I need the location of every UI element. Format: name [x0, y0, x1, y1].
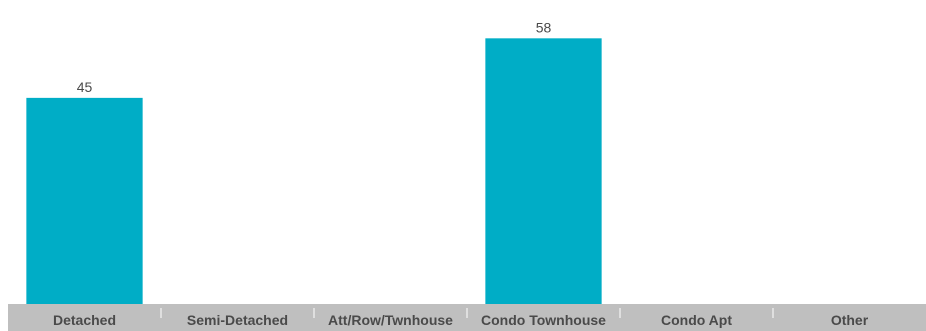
category-label: Semi-Detached [187, 312, 288, 328]
category-dividers [160, 308, 774, 318]
value-label: 45 [77, 79, 93, 95]
value-label: 58 [536, 19, 552, 35]
category-labels-group: Detached Semi-Detached Att/Row/Twnhouse Con… [53, 312, 869, 328]
category-label: Condo Townhouse [481, 312, 606, 328]
category-label: Att/Row/Twnhouse [328, 312, 453, 328]
category-label: Detached [53, 312, 116, 328]
bar-condo-townhouse [485, 38, 602, 305]
bars-group [26, 38, 602, 305]
value-labels-group: 45 58 [77, 19, 552, 95]
bar-detached [26, 97, 143, 304]
category-label: Other [831, 312, 869, 328]
category-label: Condo Apt [661, 312, 732, 328]
